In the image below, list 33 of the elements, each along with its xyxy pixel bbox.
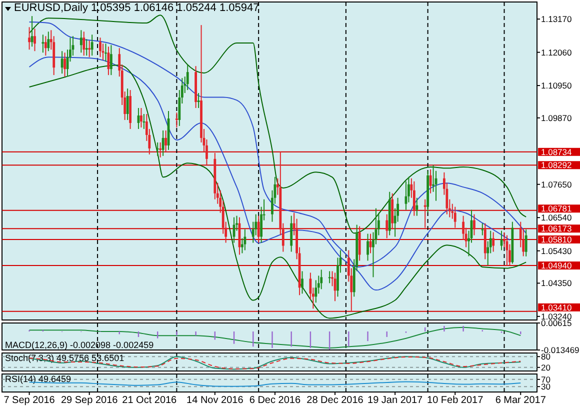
x-tick-label: 19 Jan 2017	[368, 395, 424, 406]
y-tick-label: 70	[541, 374, 551, 384]
chart-title: EURUSD,Daily 1.05395 1.06146 1.05244 1.05947	[14, 2, 260, 14]
y-tick-label: 1.05430	[541, 246, 572, 256]
x-tick-label: 21 Oct 2016	[122, 395, 178, 406]
y-tick-label: 20	[541, 362, 551, 372]
x-tick-label: 6 Mar 2017	[495, 395, 546, 406]
x-tick-label: 28 Dec 2016	[306, 395, 364, 406]
ref-line-label: 1.08292	[541, 160, 572, 170]
ref-line-label: 1.03410	[541, 302, 572, 312]
x-tick-label: 10 Feb 2017	[427, 395, 484, 406]
y-tick-label: 1.06540	[541, 212, 572, 223]
y-tick-label: 1.13170	[541, 14, 572, 24]
ref-line-label: 1.08734	[541, 146, 572, 157]
x-tick-label: 6 Dec 2016	[249, 395, 301, 406]
ref-line-label: 1.05810	[541, 234, 572, 244]
ref-line-label: 1.06781	[541, 204, 572, 214]
y-tick-label: 1.12060	[541, 47, 572, 58]
y-tick-label: 1.04350	[541, 278, 572, 288]
x-tick-label: 14 Nov 2016	[186, 395, 244, 406]
chart-title: RSI(14) 49.6459	[5, 374, 72, 384]
y-tick-label: -0.013469	[541, 344, 580, 355]
y-tick-label: 30	[541, 382, 551, 392]
chart-title: Stoch(7,3,3) 49.5756 53.6501	[5, 353, 124, 363]
y-tick-label: 1.03240	[541, 311, 572, 322]
ref-line-label: 1.04940	[541, 260, 572, 270]
ref-line-label: 1.06173	[541, 224, 572, 234]
y-tick-label: 1.09870	[541, 112, 572, 123]
x-tick-label: 7 Sep 2016	[4, 395, 56, 406]
y-tick-label: 1.07650	[541, 179, 572, 190]
y-tick-label: 1.10950	[541, 80, 572, 91]
x-tick-label: 29 Sep 2016	[60, 395, 118, 406]
text: MACD(12,26,9) -0.002098 -0.002459	[5, 340, 154, 350]
